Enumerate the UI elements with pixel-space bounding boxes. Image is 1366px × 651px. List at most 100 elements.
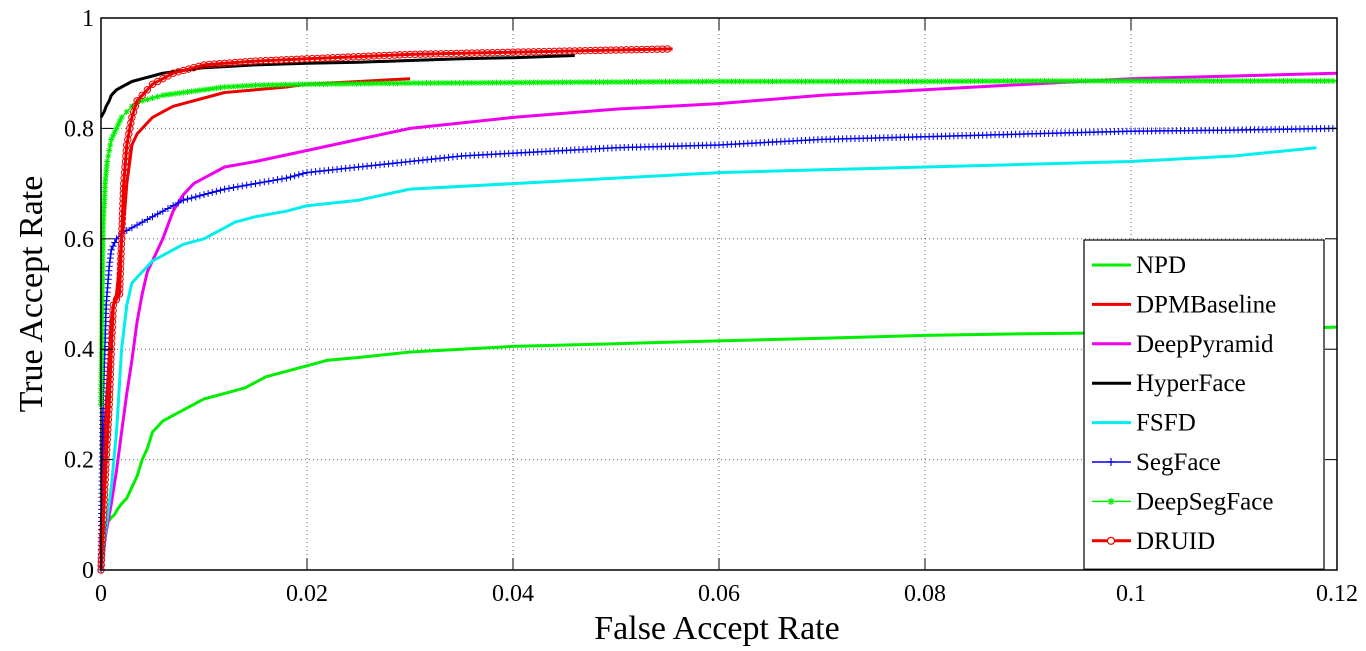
series-marker <box>192 193 200 201</box>
series-marker <box>963 78 970 85</box>
series-marker <box>1107 77 1114 84</box>
series-marker <box>581 46 589 55</box>
series-marker <box>1296 77 1303 84</box>
series-marker <box>519 48 527 56</box>
series-marker <box>586 46 594 55</box>
series-marker <box>563 79 570 86</box>
series-marker <box>421 50 430 58</box>
series-marker <box>107 360 115 368</box>
series-marker <box>143 86 152 94</box>
series-marker <box>116 270 124 278</box>
series-marker <box>909 78 916 85</box>
series-marker <box>740 78 747 85</box>
series-marker <box>1181 77 1188 84</box>
series-marker <box>691 78 698 85</box>
legend-marker <box>1107 458 1115 466</box>
series-marker <box>99 313 106 320</box>
series-marker <box>229 184 237 192</box>
legend-item-druid: DRUID <box>1092 528 1215 555</box>
series-marker <box>744 78 751 85</box>
series-marker <box>1008 78 1015 85</box>
series-marker <box>117 250 125 258</box>
series-marker <box>205 86 212 93</box>
series-marker <box>184 88 191 95</box>
x-axis-label: False Accept Rate <box>594 610 839 647</box>
series-marker <box>99 272 106 279</box>
series-marker <box>959 78 966 85</box>
x-tick-label: 0.02 <box>286 581 328 607</box>
series-marker <box>101 184 108 191</box>
series-marker <box>645 78 652 85</box>
series-marker <box>643 45 651 54</box>
series-marker <box>200 191 208 199</box>
series-deeppyramid <box>99 71 1338 571</box>
series-marker <box>99 521 107 529</box>
series-marker <box>591 46 600 55</box>
series-marker <box>221 84 228 90</box>
series-marker <box>1284 77 1291 84</box>
series-marker <box>1202 77 1209 84</box>
series-marker <box>299 81 306 88</box>
series-deepsegface <box>98 77 1337 408</box>
series-marker <box>683 78 690 85</box>
series-marker <box>159 207 167 215</box>
series-marker <box>108 136 115 143</box>
series-marker <box>117 235 126 243</box>
series-marker <box>119 184 128 193</box>
series-marker <box>149 213 156 221</box>
series-druid <box>97 45 673 574</box>
series-marker <box>256 82 263 89</box>
series-marker <box>464 79 471 86</box>
series-marker <box>99 244 106 251</box>
series-marker <box>1000 78 1007 85</box>
series-marker <box>119 199 127 208</box>
series-marker <box>116 285 124 293</box>
series-marker <box>1128 77 1134 84</box>
series-marker <box>102 460 110 469</box>
series-marker <box>234 183 242 191</box>
legend-item-npd: NPD <box>1092 252 1186 279</box>
series-marker <box>238 182 246 190</box>
series-marker <box>226 83 233 90</box>
series-marker <box>765 78 772 85</box>
series-marker <box>703 78 710 85</box>
series-marker <box>118 225 126 233</box>
legend-item-fsfd: FSFD <box>1092 410 1196 437</box>
series-marker <box>457 49 466 58</box>
series-marker <box>1255 77 1262 84</box>
series-marker <box>231 58 239 67</box>
series-marker <box>104 415 113 424</box>
series-marker <box>1033 77 1040 84</box>
series-marker <box>905 78 912 85</box>
x-tick-label: 0.06 <box>698 581 740 607</box>
series-marker <box>402 80 409 87</box>
series-marker <box>104 420 112 429</box>
legend: NPD DPMBaseline DeepPyramid HyperFace FSFD Se… <box>1083 239 1325 570</box>
series-marker <box>1144 77 1151 84</box>
series-marker <box>272 56 280 64</box>
series-marker <box>456 79 463 86</box>
series-marker <box>1119 77 1126 84</box>
series-marker <box>256 179 264 187</box>
series-marker <box>295 81 302 88</box>
series-marker <box>101 470 110 479</box>
series-marker <box>560 47 569 55</box>
series-marker <box>174 199 182 207</box>
series-marker <box>596 46 605 55</box>
series-marker <box>488 48 497 57</box>
series-line <box>99 77 411 571</box>
series-marker <box>426 50 435 58</box>
series-marker <box>118 220 126 228</box>
series-marker <box>617 46 625 54</box>
series-marker <box>790 78 797 85</box>
series-marker <box>938 78 945 85</box>
series-marker <box>497 79 504 86</box>
series-marker <box>99 256 106 263</box>
series-marker <box>1272 77 1279 84</box>
series-marker <box>107 339 116 348</box>
series-marker <box>117 240 126 248</box>
series-marker <box>401 50 409 59</box>
series-marker <box>1020 77 1027 84</box>
series-marker <box>109 301 118 309</box>
series-marker <box>190 63 198 72</box>
